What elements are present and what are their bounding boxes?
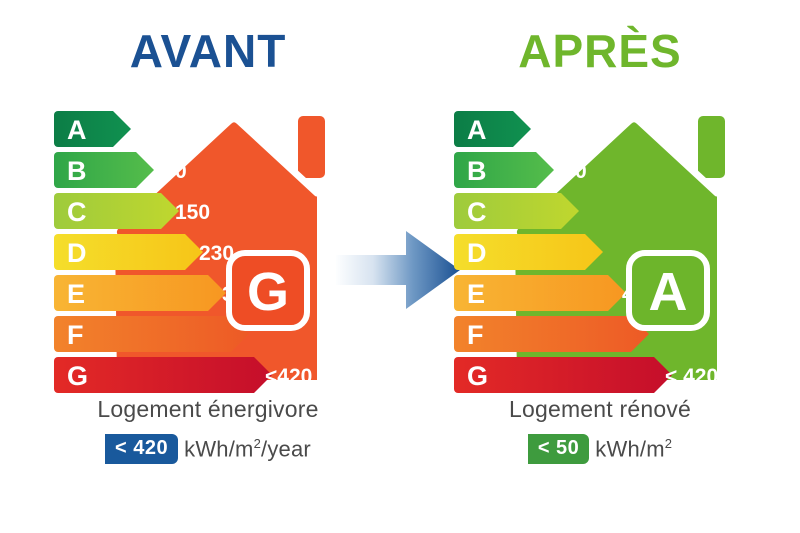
- panel-title-after: APRÈS: [518, 25, 682, 77]
- caption-after: Logement rénové < 50 kWh/m2: [400, 396, 800, 464]
- energy-bar-d: [454, 234, 603, 270]
- panel-title-before: AVANT: [129, 25, 287, 77]
- energy-bar-e: [54, 275, 226, 311]
- threshold-label-4: <420: [265, 365, 312, 388]
- energy-letter-f: F: [67, 320, 84, 350]
- energy-bar-f: [54, 316, 249, 352]
- house-diagram-after: A B C D E F G >50 4,50 < 420 A: [454, 105, 785, 393]
- energy-letter-a: A: [67, 115, 87, 145]
- energy-bar-b: [454, 152, 554, 188]
- energy-scale-before: [54, 111, 272, 393]
- consumption-unit-before: kWh/m2/year: [184, 436, 311, 462]
- energy-bar-a: [54, 111, 131, 147]
- threshold-label-2: < 420: [665, 365, 718, 388]
- rating-letter-after: A: [649, 262, 688, 322]
- energy-letter-b: B: [67, 156, 87, 186]
- energy-bar-d: [54, 234, 203, 270]
- energy-bar-c: [454, 193, 579, 229]
- consumption-badge-before: < 420: [105, 434, 179, 464]
- energy-bar-b: [54, 152, 154, 188]
- energy-letter-e: E: [67, 279, 85, 309]
- energy-letter-d: D: [467, 238, 487, 268]
- energy-letter-d: D: [67, 238, 87, 268]
- threshold-label-0: >50: [551, 160, 587, 183]
- rating-badge-after: A: [626, 250, 710, 331]
- energy-bar-g: [454, 357, 672, 393]
- energy-scale-after: [454, 111, 672, 393]
- energy-bar-f: [454, 316, 649, 352]
- energy-letter-g: G: [467, 361, 488, 391]
- caption-before: Logement énergivore < 420 kWh/m2/year: [8, 396, 408, 464]
- energy-letter-a: A: [467, 115, 487, 145]
- consumption-unit-after: kWh/m2: [595, 436, 672, 462]
- energy-letter-e: E: [467, 279, 485, 309]
- house-diagram-before: A B C D E F G >90 150 230 330 <420 G: [54, 105, 385, 393]
- energy-bar-e: [454, 275, 626, 311]
- energy-bar-a: [454, 111, 531, 147]
- rating-badge-before: G: [226, 250, 310, 331]
- energy-letter-g: G: [67, 361, 88, 391]
- energy-bar-g: [54, 357, 272, 393]
- energy-letter-b: B: [467, 156, 487, 186]
- energy-letter-c: C: [67, 197, 87, 227]
- caption-title-before: Logement énergivore: [97, 396, 319, 422]
- transition-arrow: [336, 228, 460, 312]
- unit-exponent-after: 2: [664, 435, 673, 451]
- caption-value-after: < 50 kWh/m2: [400, 434, 800, 464]
- energy-letter-f: F: [467, 320, 484, 350]
- threshold-label-2: 230: [199, 242, 234, 265]
- caption-title-after: Logement rénové: [508, 396, 691, 422]
- threshold-label-1: 150: [175, 201, 210, 224]
- caption-value-before: < 420 kWh/m2/year: [8, 434, 408, 464]
- unit-suffix-before: /year: [261, 436, 311, 462]
- energy-letter-c: C: [467, 197, 487, 227]
- energy-bar-c: [54, 193, 179, 229]
- threshold-label-0: >90: [151, 160, 187, 183]
- unit-prefix-after: kWh/m: [595, 436, 665, 462]
- unit-prefix-before: kWh/m: [184, 436, 254, 462]
- rating-letter-before: G: [247, 262, 289, 322]
- unit-exponent-before: 2: [253, 435, 262, 451]
- consumption-badge-after: < 50: [527, 434, 590, 464]
